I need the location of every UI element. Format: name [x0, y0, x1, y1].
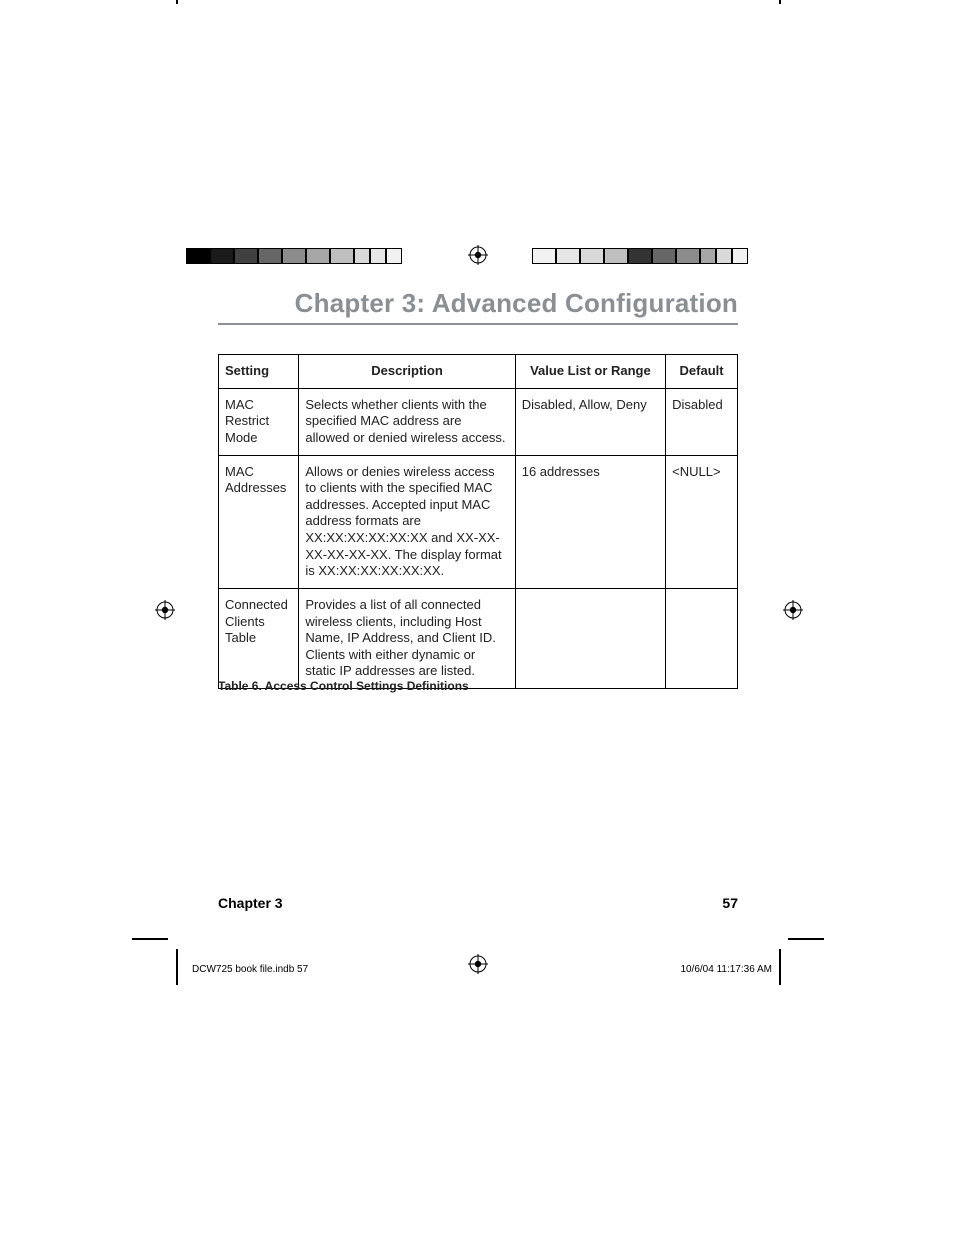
settings-table: Setting Description Value List or Range … — [218, 354, 738, 689]
crop-mark — [779, 949, 781, 985]
cell-description: Provides a list of all connected wireles… — [299, 588, 515, 688]
crop-mark — [788, 938, 824, 940]
registration-target-icon — [783, 600, 803, 625]
table-caption: Table 6. Access Control Settings Definit… — [218, 679, 469, 693]
col-header-description: Description — [299, 355, 515, 389]
cell-setting: MAC Addresses — [219, 455, 299, 588]
table-row: Connected Clients Table Provides a list … — [219, 588, 738, 688]
col-header-setting: Setting — [219, 355, 299, 389]
cell-range: Disabled, Allow, Deny — [515, 388, 665, 455]
registration-target-icon — [468, 954, 488, 979]
table-header-row: Setting Description Value List or Range … — [219, 355, 738, 389]
gray-bar-row-left — [186, 248, 402, 264]
cell-default: Disabled — [666, 388, 738, 455]
table-row: MAC Addresses Allows or denies wireless … — [219, 455, 738, 588]
cell-default: <NULL> — [666, 455, 738, 588]
crop-mark — [176, 0, 178, 4]
footer-chapter: Chapter 3 — [218, 895, 283, 911]
col-header-range: Value List or Range — [515, 355, 665, 389]
cell-range: 16 addresses — [515, 455, 665, 588]
cell-setting: MAC Restrict Mode — [219, 388, 299, 455]
cell-range — [515, 588, 665, 688]
col-header-default: Default — [666, 355, 738, 389]
crop-mark — [779, 0, 781, 4]
crop-mark — [176, 949, 178, 985]
registration-target-icon — [155, 600, 175, 625]
gray-bar-row-right — [532, 248, 748, 264]
table-row: MAC Restrict Mode Selects whether client… — [219, 388, 738, 455]
registration-target-icon — [468, 245, 488, 265]
chapter-heading: Chapter 3: Advanced Configuration — [218, 288, 738, 325]
cell-default — [666, 588, 738, 688]
cell-setting: Connected Clients Table — [219, 588, 299, 688]
cell-description: Selects whether clients with the specifi… — [299, 388, 515, 455]
crop-mark — [132, 938, 168, 940]
registration-strip — [0, 244, 954, 268]
cell-description: Allows or denies wireless access to clie… — [299, 455, 515, 588]
slug-filename: DCW725 book file.indb 57 — [192, 964, 308, 975]
page: Chapter 3: Advanced Configuration Settin… — [0, 0, 954, 1235]
slug-timestamp: 10/6/04 11:17:36 AM — [662, 964, 772, 975]
chapter-title: Chapter 3: Advanced Configuration — [295, 288, 738, 318]
footer-page-number: 57 — [708, 895, 738, 911]
